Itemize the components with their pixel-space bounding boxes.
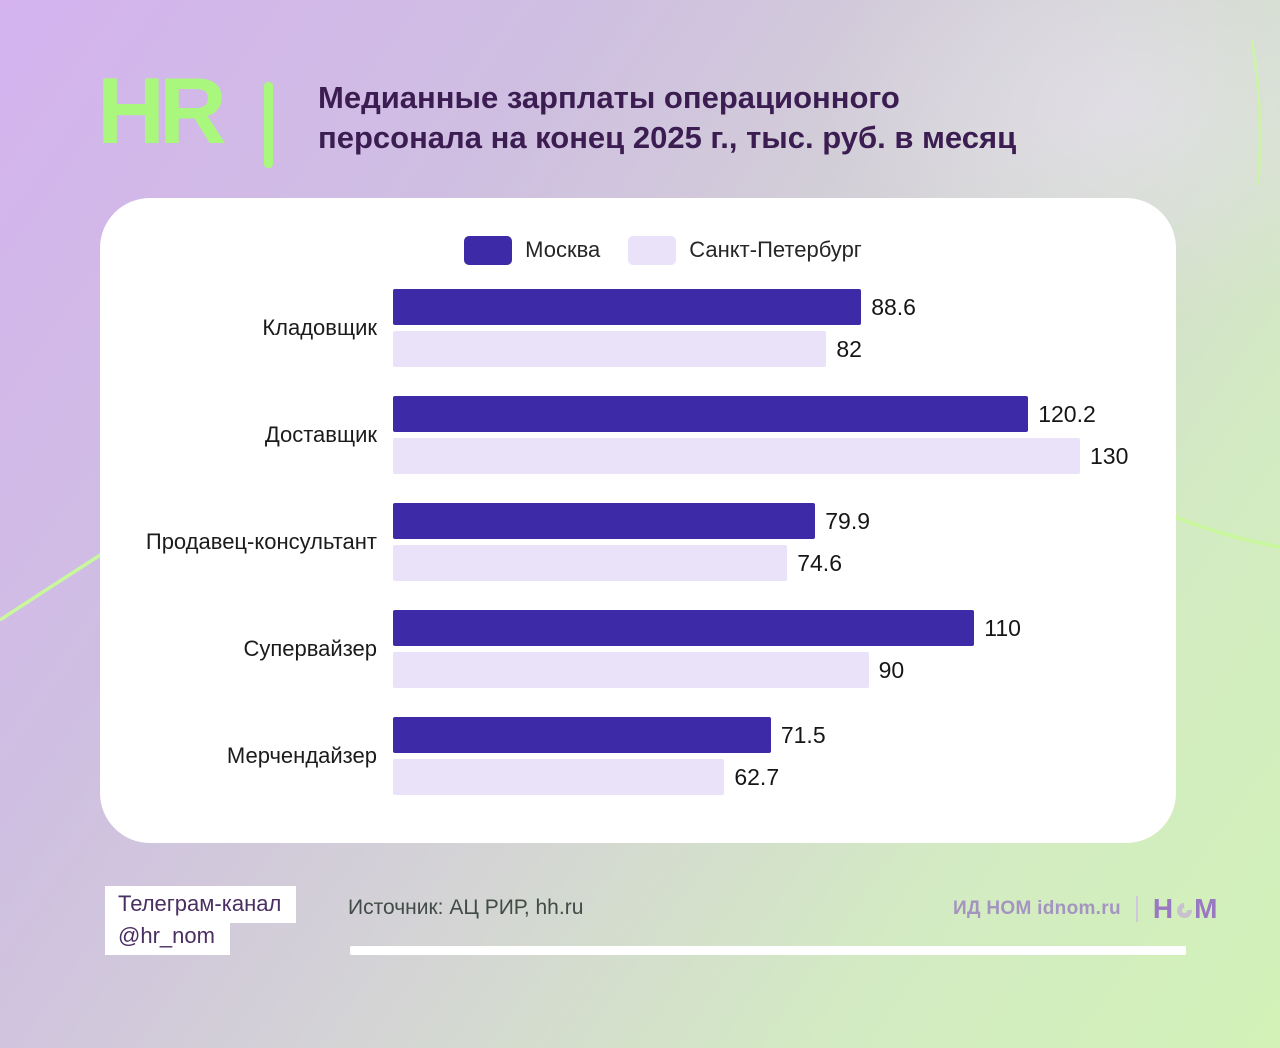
nom-logo: Н М bbox=[1153, 893, 1219, 925]
bar-value: 74.6 bbox=[797, 549, 842, 576]
chart-row: Супервайзер 110 90 bbox=[100, 610, 1176, 688]
nom-logo-letter-n: Н bbox=[1152, 893, 1175, 924]
bar-value: 71.5 bbox=[780, 721, 826, 748]
legend-label: Москва bbox=[525, 237, 601, 262]
legend-item: Санкт-Петербург bbox=[628, 235, 862, 265]
bar-Санкт-Петербург bbox=[393, 545, 788, 581]
category-bars: 120.2 130 bbox=[393, 396, 1176, 474]
category-label: Мерчендайзер bbox=[226, 743, 377, 768]
telegram-channel-label: Телеграм-канал bbox=[105, 886, 297, 923]
bar-Москва bbox=[393, 717, 771, 753]
bar-line: 62.7 bbox=[393, 759, 1176, 795]
legend-swatch bbox=[464, 235, 513, 265]
bar-Санкт-Петербург bbox=[393, 652, 869, 688]
bar-Санкт-Петербург bbox=[393, 438, 1080, 474]
decorative-curve-top-right bbox=[1250, 39, 1262, 186]
nom-logo-o-ring-icon bbox=[1174, 899, 1196, 921]
bar-value: 88.6 bbox=[871, 293, 916, 320]
category-label: Продавец-консультант bbox=[145, 529, 377, 554]
bar-line: 71.5 bbox=[393, 717, 1176, 753]
decorative-curve-left bbox=[0, 550, 106, 622]
publisher-text: ИД НОМ idnom.ru bbox=[953, 898, 1121, 919]
bar-Москва bbox=[393, 610, 975, 646]
bar-Санкт-Петербург bbox=[393, 331, 827, 367]
bar-line: 110 bbox=[393, 610, 1176, 646]
category-label: Супервайзер bbox=[243, 636, 377, 661]
telegram-channel-handle: @hr_nom bbox=[105, 923, 230, 955]
footer-rule bbox=[350, 946, 1186, 955]
bar-line: 90 bbox=[393, 652, 1176, 688]
chart-row: Кладовщик 88.6 82 bbox=[100, 289, 1176, 367]
chart-row: Продавец-консультант 79.9 74.6 bbox=[100, 503, 1176, 581]
bar-line: 120.2 bbox=[393, 396, 1176, 432]
chart-card: Москва Санкт-Петербург Кладовщик 88.6 82 Дос… bbox=[100, 198, 1176, 843]
bar-Москва bbox=[393, 396, 1029, 432]
decorative-curve-right bbox=[1169, 513, 1280, 549]
category-label: Доставщик bbox=[264, 422, 377, 447]
legend-swatch bbox=[628, 235, 677, 265]
chart-row: Мерчендайзер 71.5 62.7 bbox=[100, 717, 1176, 795]
bar-line: 82 bbox=[393, 331, 1176, 367]
source-text: Источник: АЦ РИР, hh.ru bbox=[348, 896, 584, 919]
bar-value: 79.9 bbox=[825, 507, 870, 534]
chart-row: Доставщик 120.2 130 bbox=[100, 396, 1176, 474]
page-title-line2: персонала на конец 2025 г., тыс. руб. в … bbox=[318, 119, 1017, 155]
category-bars: 88.6 82 bbox=[393, 289, 1176, 367]
chart-legend: Москва Санкт-Петербург bbox=[150, 235, 1176, 265]
chart-rows: Кладовщик 88.6 82 Доставщик 120.2 130 Продавец… bbox=[100, 289, 1176, 795]
bar-value: 62.7 bbox=[734, 763, 780, 790]
publisher-divider bbox=[1135, 896, 1138, 922]
legend-label: Санкт-Петербург bbox=[689, 237, 862, 262]
publisher-group: ИД НОМ idnom.ru Н М bbox=[953, 893, 1218, 925]
bar-Санкт-Петербург bbox=[393, 759, 725, 795]
bar-line: 74.6 bbox=[393, 545, 1176, 581]
nom-logo-letter-m: М bbox=[1194, 893, 1219, 924]
category-label: Кладовщик bbox=[262, 315, 377, 340]
bar-line: 88.6 bbox=[393, 289, 1176, 325]
bar-value: 120.2 bbox=[1038, 400, 1096, 427]
bar-value: 82 bbox=[836, 335, 862, 362]
bar-line: 130 bbox=[393, 438, 1176, 474]
bar-Москва bbox=[393, 289, 862, 325]
category-bars: 110 90 bbox=[393, 610, 1176, 688]
legend-item: Москва bbox=[464, 235, 601, 265]
logo-divider bbox=[264, 82, 273, 168]
bar-Москва bbox=[393, 503, 816, 539]
hr-logo: HR bbox=[97, 58, 227, 163]
bar-value: 90 bbox=[878, 656, 905, 683]
page-title: Медианные зарплаты операционного персонал… bbox=[318, 78, 1188, 158]
bar-line: 79.9 bbox=[393, 503, 1176, 539]
bar-value: 130 bbox=[1090, 442, 1129, 469]
category-bars: 79.9 74.6 bbox=[393, 503, 1176, 581]
bar-value: 110 bbox=[984, 614, 1021, 641]
telegram-channel-badge: Телеграм-канал @hr_nom bbox=[105, 886, 297, 955]
category-bars: 71.5 62.7 bbox=[393, 717, 1176, 795]
page-title-line1: Медианные зарплаты операционного bbox=[318, 80, 900, 115]
